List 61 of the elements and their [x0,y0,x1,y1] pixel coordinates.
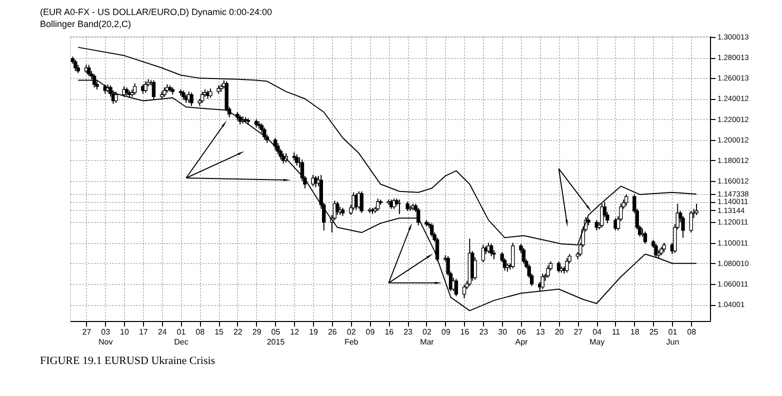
x-tick-label: 19 [309,328,319,336]
candlestick [87,64,91,77]
x-tick-label: 01 Jun [666,328,680,346]
candlestick [689,210,693,234]
x-tick-label: 23 [479,328,489,336]
candlestick [511,242,515,270]
candlestick [74,59,78,72]
candlestick [454,278,458,297]
x-tick-label: 10 [120,328,130,336]
x-tick-label: 26 [328,328,338,336]
x-tick-label: 17 [138,328,148,336]
candlestick [182,90,186,100]
x-tick-label: 27 [574,328,584,336]
x-tick-label: 11 [612,328,621,336]
candlestick [694,203,698,216]
x-tick-label: 30 [498,328,508,336]
x-tick-label: 18 [630,328,640,336]
candlestick [489,243,494,257]
candlestick [540,273,544,290]
chart-title: (EUR A0-FX - US DOLLAR/EURO,D) Dynamic 0:00-24:00 [40,7,272,18]
candlestick [360,190,364,214]
candlestick [132,82,137,96]
candlestick [546,264,550,278]
x-tick-label: 23 [404,328,414,336]
x-tick-label: 05 2015 [266,328,286,346]
x-tick-label: 20 [554,328,564,336]
x-tick-label: 22 [233,328,243,336]
x-tick-label: 29 [252,328,262,336]
x-tick-label: 15 [214,328,224,336]
x-tick-label: 02 Mar [420,328,434,346]
caption: FIGURE 19.1 EURUSD Ukraine Crisis [40,355,216,367]
x-tick-label: 27 [82,328,92,336]
candlestick [114,91,118,104]
candlestick [262,127,266,140]
x-tick-label: 13 [536,328,546,336]
x-tick-label: 24 [158,328,168,336]
x-tick-label: 01 Dec [174,328,188,346]
candlestick [162,86,166,98]
candlestick [624,194,628,206]
chart-subtitle: Bollinger Band(20,2,C) [40,19,132,30]
candlestick [208,88,212,98]
x-tick-label: 06 Apr [515,328,528,346]
x-tick-label: 03 Nov [98,328,113,346]
candlestick [565,258,569,274]
x-tick-label: 25 [649,328,659,336]
candlestick [144,80,148,94]
x-tick-label: 16 [460,328,470,336]
candlestick [643,230,648,244]
x-tick-label: 08 [687,328,697,336]
candlestick [294,154,299,166]
candlestick [392,198,396,210]
x-tick-label: 09 [441,328,451,336]
x-tick-label: 08 [196,328,206,336]
candlestick [190,92,194,106]
x-tick-label: 04 May [590,328,605,346]
x-tick-label: 16 [384,328,394,336]
candlestick [462,284,466,299]
x-tick-label: 09 [366,328,376,336]
x-tick-label: 02 Feb [344,328,359,346]
candlestick [662,242,666,253]
x-tick-label: 12 [290,328,300,336]
